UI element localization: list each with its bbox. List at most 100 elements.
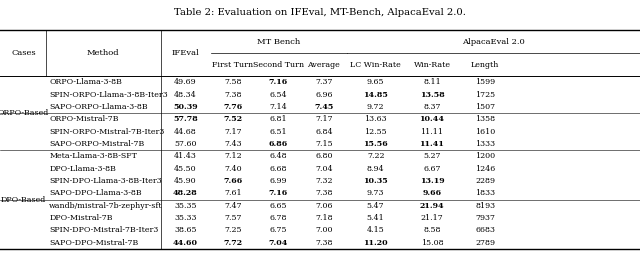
Text: DPO-Llama-3-8B: DPO-Llama-3-8B bbox=[49, 165, 116, 173]
Text: SPIN-DPO-Mistral-7B-Iter3: SPIN-DPO-Mistral-7B-Iter3 bbox=[49, 226, 159, 234]
Text: 9.72: 9.72 bbox=[367, 103, 385, 111]
Text: LC Win-Rate: LC Win-Rate bbox=[350, 61, 401, 69]
Text: 7.15: 7.15 bbox=[315, 140, 333, 148]
Text: 7.76: 7.76 bbox=[223, 103, 243, 111]
Text: 11.41: 11.41 bbox=[420, 140, 444, 148]
Text: 5.47: 5.47 bbox=[367, 202, 385, 210]
Text: 6.84: 6.84 bbox=[315, 128, 333, 136]
Text: 8.58: 8.58 bbox=[423, 226, 441, 234]
Text: 9.73: 9.73 bbox=[367, 189, 385, 197]
Text: 13.63: 13.63 bbox=[364, 115, 387, 123]
Text: 7.32: 7.32 bbox=[315, 177, 333, 185]
Text: 2789: 2789 bbox=[475, 239, 495, 247]
Text: 7.61: 7.61 bbox=[224, 189, 242, 197]
Text: 14.85: 14.85 bbox=[364, 91, 388, 99]
Text: Table 2: Evaluation on IFEval, MT-Bench, AlpacaEval 2.0.: Table 2: Evaluation on IFEval, MT-Bench,… bbox=[174, 8, 466, 17]
Text: 6.51: 6.51 bbox=[269, 128, 287, 136]
Text: 13.19: 13.19 bbox=[420, 177, 444, 185]
Text: 7.38: 7.38 bbox=[224, 91, 242, 99]
Text: 11.20: 11.20 bbox=[364, 239, 388, 247]
Text: 6.68: 6.68 bbox=[269, 165, 287, 173]
Text: 6.78: 6.78 bbox=[269, 214, 287, 222]
Text: 7.40: 7.40 bbox=[224, 165, 242, 173]
Text: 13.58: 13.58 bbox=[420, 91, 444, 99]
Text: SPIN-ORPO-Mistral-7B-Iter3: SPIN-ORPO-Mistral-7B-Iter3 bbox=[49, 128, 164, 136]
Text: DPO-Based: DPO-Based bbox=[1, 196, 46, 203]
Text: 12.55: 12.55 bbox=[364, 128, 387, 136]
Text: Second Turn: Second Turn bbox=[253, 61, 304, 69]
Text: ORPO-Mistral-7B: ORPO-Mistral-7B bbox=[49, 115, 119, 123]
Text: 45.50: 45.50 bbox=[174, 165, 196, 173]
Text: 21.94: 21.94 bbox=[420, 202, 444, 210]
Text: 2289: 2289 bbox=[475, 177, 495, 185]
Text: 7.04: 7.04 bbox=[315, 165, 333, 173]
Text: 7.22: 7.22 bbox=[367, 152, 385, 160]
Text: 7.17: 7.17 bbox=[224, 128, 242, 136]
Text: 6.80: 6.80 bbox=[315, 152, 333, 160]
Text: ORPO-Llama-3-8B: ORPO-Llama-3-8B bbox=[49, 78, 122, 86]
Text: 6.99: 6.99 bbox=[269, 177, 287, 185]
Text: SAPO-DPO-Mistral-7B: SAPO-DPO-Mistral-7B bbox=[49, 239, 138, 247]
Text: 41.43: 41.43 bbox=[174, 152, 196, 160]
Text: 38.65: 38.65 bbox=[174, 226, 196, 234]
Text: Length: Length bbox=[471, 61, 499, 69]
Text: 6.86: 6.86 bbox=[269, 140, 288, 148]
Text: 7.52: 7.52 bbox=[223, 115, 243, 123]
Text: 21.17: 21.17 bbox=[420, 214, 444, 222]
Text: First Turn: First Turn bbox=[212, 61, 253, 69]
Text: 15.08: 15.08 bbox=[420, 239, 444, 247]
Text: Average: Average bbox=[307, 61, 340, 69]
Text: 7.37: 7.37 bbox=[315, 78, 333, 86]
Text: 35.35: 35.35 bbox=[174, 202, 196, 210]
Text: 10.44: 10.44 bbox=[419, 115, 445, 123]
Text: AlpacaEval 2.0: AlpacaEval 2.0 bbox=[462, 38, 525, 46]
Text: 1246: 1246 bbox=[475, 165, 495, 173]
Text: 7.66: 7.66 bbox=[223, 177, 243, 185]
Text: DPO-Mistral-7B: DPO-Mistral-7B bbox=[49, 214, 113, 222]
Text: 1599: 1599 bbox=[475, 78, 495, 86]
Text: 6.81: 6.81 bbox=[269, 115, 287, 123]
Text: 44.68: 44.68 bbox=[174, 128, 196, 136]
Text: Method: Method bbox=[87, 49, 119, 57]
Text: 1507: 1507 bbox=[475, 103, 495, 111]
Text: 8.11: 8.11 bbox=[423, 78, 441, 86]
Text: 1833: 1833 bbox=[475, 189, 495, 197]
Text: 10.35: 10.35 bbox=[364, 177, 388, 185]
Text: 57.60: 57.60 bbox=[174, 140, 196, 148]
Text: 6.67: 6.67 bbox=[423, 165, 441, 173]
Text: 6.54: 6.54 bbox=[269, 91, 287, 99]
Text: 15.56: 15.56 bbox=[364, 140, 388, 148]
Text: 7.45: 7.45 bbox=[314, 103, 333, 111]
Text: 6683: 6683 bbox=[475, 226, 495, 234]
Text: IFEval: IFEval bbox=[172, 49, 199, 57]
Text: 7.16: 7.16 bbox=[269, 189, 288, 197]
Text: 7.72: 7.72 bbox=[223, 239, 243, 247]
Text: SAPO-DPO-Llama-3-8B: SAPO-DPO-Llama-3-8B bbox=[49, 189, 142, 197]
Text: 7.47: 7.47 bbox=[224, 202, 242, 210]
Text: 7.43: 7.43 bbox=[224, 140, 242, 148]
Text: 5.41: 5.41 bbox=[367, 214, 385, 222]
Text: wandb/mistral-7b-zephyr-sft: wandb/mistral-7b-zephyr-sft bbox=[49, 202, 163, 210]
Text: 50.39: 50.39 bbox=[173, 103, 198, 111]
Text: 7937: 7937 bbox=[475, 214, 495, 222]
Text: 7.12: 7.12 bbox=[224, 152, 242, 160]
Text: SAPO-ORPO-Llama-3-8B: SAPO-ORPO-Llama-3-8B bbox=[49, 103, 148, 111]
Text: 6.65: 6.65 bbox=[269, 202, 287, 210]
Text: 1725: 1725 bbox=[475, 91, 495, 99]
Text: 7.16: 7.16 bbox=[269, 78, 288, 86]
Text: 7.18: 7.18 bbox=[315, 214, 333, 222]
Text: SPIN-DPO-Llama-3-8B-Iter3: SPIN-DPO-Llama-3-8B-Iter3 bbox=[49, 177, 162, 185]
Text: 35.33: 35.33 bbox=[174, 214, 196, 222]
Text: 7.58: 7.58 bbox=[224, 78, 242, 86]
Text: 48.28: 48.28 bbox=[173, 189, 198, 197]
Text: 4.15: 4.15 bbox=[367, 226, 385, 234]
Text: 1610: 1610 bbox=[475, 128, 495, 136]
Text: 57.78: 57.78 bbox=[173, 115, 198, 123]
Text: 1200: 1200 bbox=[475, 152, 495, 160]
Text: 44.60: 44.60 bbox=[173, 239, 198, 247]
Text: ORPO-Based: ORPO-Based bbox=[0, 109, 49, 117]
Text: 1358: 1358 bbox=[475, 115, 495, 123]
Text: 8.94: 8.94 bbox=[367, 165, 385, 173]
Text: 7.57: 7.57 bbox=[224, 214, 242, 222]
Text: MT Bench: MT Bench bbox=[257, 38, 301, 46]
